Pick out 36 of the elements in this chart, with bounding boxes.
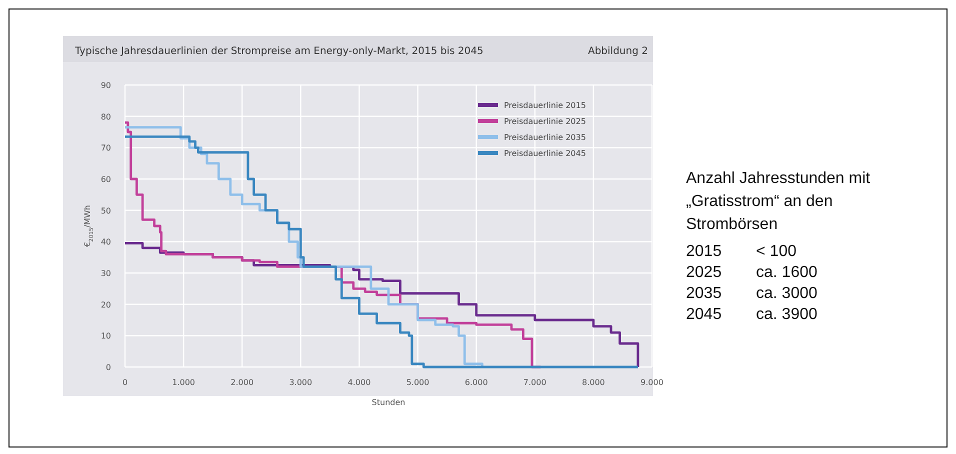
legend-label: Preisdauerlinie 2045 — [504, 149, 586, 158]
y-tick-label: 60 — [100, 175, 111, 184]
x-tick-label: 0 — [122, 378, 128, 387]
y-tick-label: 20 — [100, 300, 111, 310]
text: 2025 — [686, 264, 722, 281]
x-tick-label: 7.000 — [523, 378, 546, 387]
x-axis-title: Stunden — [372, 398, 406, 407]
x-tick-label: 3.000 — [289, 378, 312, 387]
x-tick-label: 6.000 — [464, 378, 488, 387]
x-tick-label: 2.000 — [230, 378, 254, 387]
legend-label: Preisdauerlinie 2015 — [504, 101, 586, 110]
y-tick-label: 70 — [100, 144, 111, 153]
text: 2045 — [686, 306, 722, 323]
text: < 100 — [756, 243, 797, 260]
y-tick-label: 50 — [100, 206, 111, 216]
chart-subtitle: Abbildung 2 — [588, 46, 648, 57]
chart-title: Typische Jahresdauerlinien der Strompreise am Energy-only-Markt, 2015 bis 2045 — [74, 46, 484, 57]
text: ca. 1600 — [756, 264, 818, 281]
y-tick-label: 80 — [100, 112, 111, 122]
x-tick-label: 1.000 — [172, 378, 196, 387]
x-tick-label: 8.000 — [582, 378, 605, 387]
y-tick-label: 0 — [106, 363, 111, 372]
y-tick-label: 10 — [100, 332, 111, 341]
y-tick-label: 30 — [100, 269, 111, 278]
x-tick-label: 5.000 — [406, 378, 430, 387]
text: ca. 3000 — [756, 285, 818, 302]
y-tick-label: 90 — [100, 81, 111, 90]
text: 2035 — [686, 285, 722, 302]
x-tick-label: 9.000 — [640, 378, 664, 387]
y-tick-label: 40 — [100, 238, 111, 247]
legend-label: Preisdauerlinie 2035 — [504, 133, 586, 142]
x-tick-label: 4.000 — [348, 378, 371, 387]
text: Anzahl Jahresstunden mit „Gratisstrom“ an den Strombörsen — [686, 170, 871, 233]
text: 2015 — [686, 243, 722, 260]
legend-label: Preisdauerlinie 2025 — [504, 117, 586, 126]
text: ca. 3900 — [756, 306, 818, 323]
